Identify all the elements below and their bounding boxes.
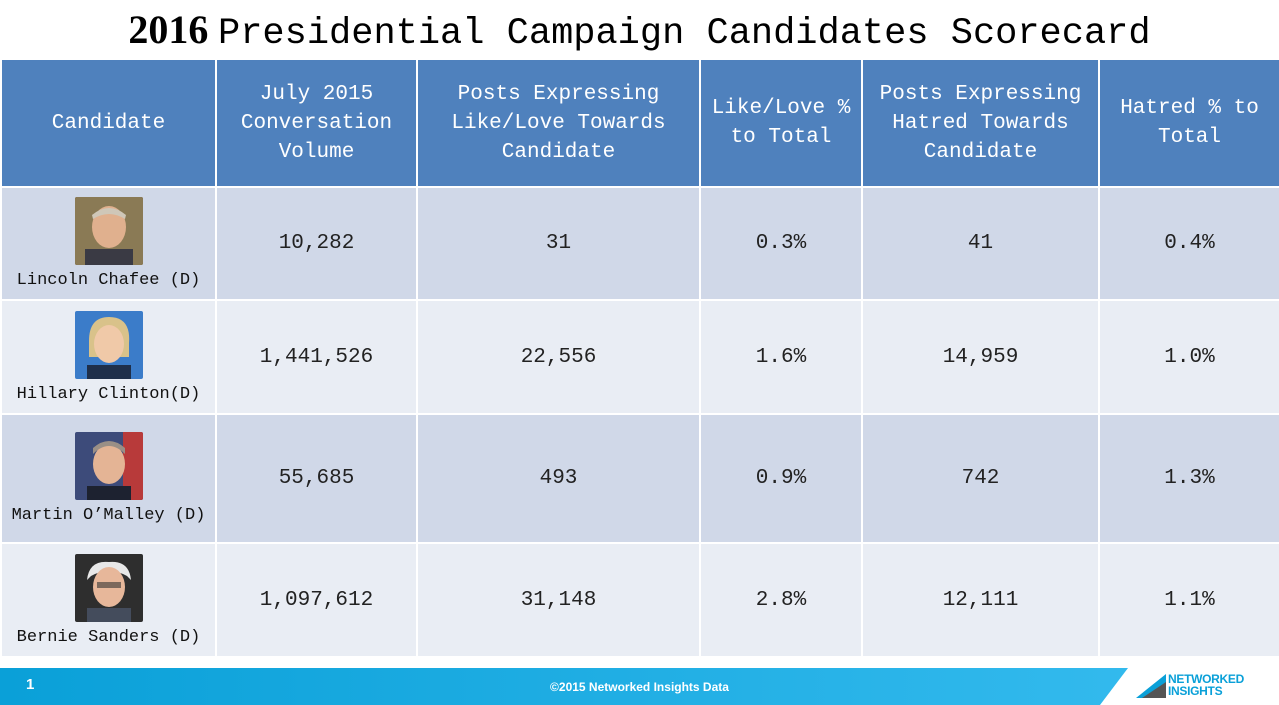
like-pct-cell: 2.8% (699, 542, 863, 658)
copyright-text: ©2015 Networked Insights Data (550, 680, 729, 694)
candidate-cell: Lincoln Chafee (D) (0, 186, 217, 301)
header-like-posts: Posts Expressing Like/Love Towards Candi… (416, 58, 701, 188)
title-text: Presidential Campaign Candidates Scoreca… (218, 13, 1151, 55)
candidate-photo (74, 432, 143, 500)
hate-posts-cell: 14,959 (861, 299, 1100, 415)
candidate-name: Lincoln Chafee (D) (16, 271, 201, 290)
header-like-pct: Like/Love % to Total (699, 58, 863, 188)
table-row: Martin O’Malley (D) 55,685 493 0.9% 742 … (0, 413, 1279, 544)
header-row: Candidate July 2015 Conversation Volume … (0, 58, 1279, 188)
table-row: Hillary Clinton(D) 1,441,526 22,556 1.6%… (0, 299, 1279, 415)
candidate-name: Hillary Clinton(D) (16, 384, 201, 404)
candidate-cell: Bernie Sanders (D) (0, 542, 217, 658)
hate-posts-cell: 12,111 (861, 542, 1100, 658)
volume-cell: 1,441,526 (215, 299, 418, 415)
header-candidate: Candidate (0, 58, 217, 188)
networked-insights-logo: NETWORKED INSIGHTS (1100, 668, 1279, 705)
candidate-cell: Martin O’Malley (D) (0, 413, 217, 544)
table-row: Lincoln Chafee (D) 10,282 31 0.3% 41 0.4… (0, 186, 1279, 301)
volume-cell: 10,282 (215, 186, 418, 301)
footer-bar: 1 ©2015 Networked Insights Data NETWORKE… (0, 668, 1279, 705)
like-pct-cell: 1.6% (699, 299, 863, 415)
page-number: 1 (26, 676, 35, 693)
hate-posts-cell: 41 (861, 186, 1100, 301)
volume-cell: 1,097,612 (215, 542, 418, 658)
candidate-photo (74, 553, 143, 622)
candidate-cell: Hillary Clinton(D) (0, 299, 217, 415)
hate-posts-cell: 742 (861, 413, 1100, 544)
hate-pct-cell: 1.1% (1098, 542, 1279, 658)
scorecard-table: Candidate July 2015 Conversation Volume … (0, 58, 1279, 658)
hate-pct-cell: 1.0% (1098, 299, 1279, 415)
header-hate-posts: Posts Expressing Hatred Towards Candidat… (861, 58, 1100, 188)
page-title: 2016 Presidential Campaign Candidates Sc… (0, 6, 1279, 56)
candidate-photo (74, 310, 143, 379)
title-year: 2016 (128, 7, 209, 52)
candidate-name: Bernie Sanders (D) (16, 627, 201, 647)
like-posts-cell: 22,556 (416, 299, 701, 415)
hate-pct-cell: 1.3% (1098, 413, 1279, 544)
like-posts-cell: 31 (416, 186, 701, 301)
like-pct-cell: 0.9% (699, 413, 863, 544)
logo-text: NETWORKED INSIGHTS (1168, 672, 1244, 698)
hate-pct-cell: 0.4% (1098, 186, 1279, 301)
like-posts-cell: 493 (416, 413, 701, 544)
candidate-name: Martin O’Malley (D) (11, 506, 206, 525)
volume-cell: 55,685 (215, 413, 418, 544)
candidate-photo (74, 197, 143, 265)
logo-mark-icon (1136, 674, 1166, 698)
header-hate-pct: Hatred % to Total (1098, 58, 1279, 188)
header-volume: July 2015 Conversation Volume (215, 58, 418, 188)
like-pct-cell: 0.3% (699, 186, 863, 301)
like-posts-cell: 31,148 (416, 542, 701, 658)
table-row: Bernie Sanders (D) 1,097,612 31,148 2.8%… (0, 542, 1279, 658)
